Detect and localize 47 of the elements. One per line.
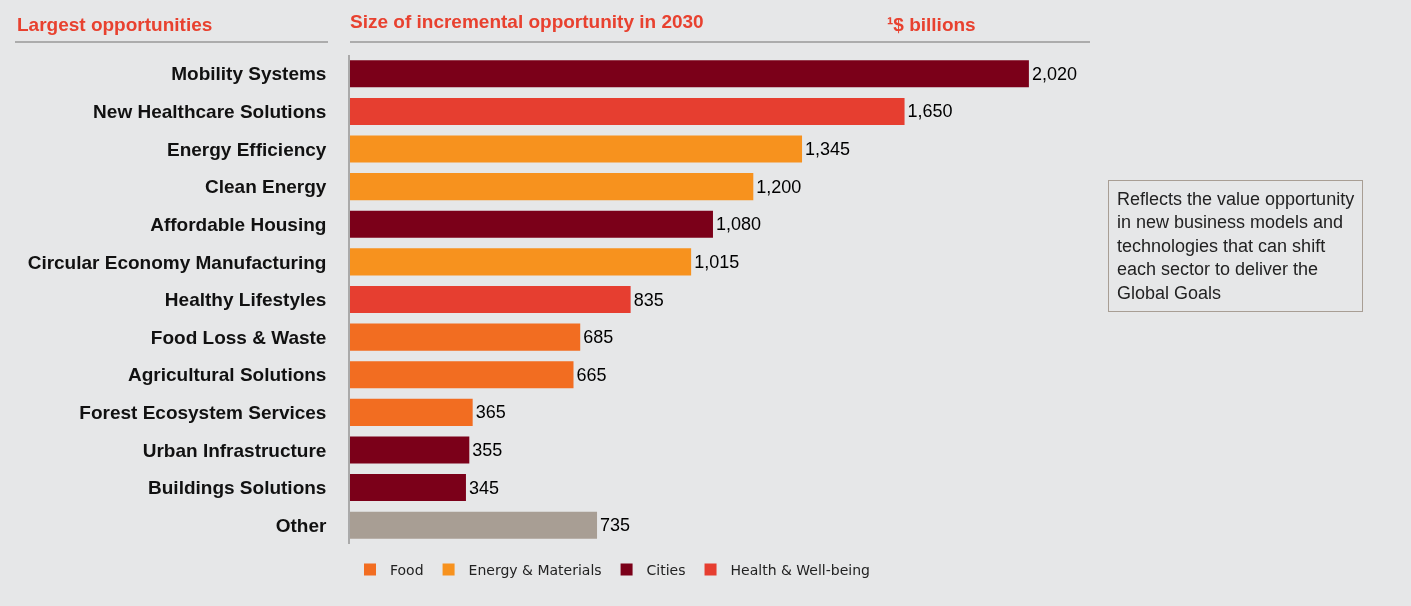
bar — [350, 97, 905, 125]
data-label: 685 — [583, 327, 614, 348]
bar — [350, 135, 803, 163]
y-tick-label: Clean Energy — [205, 176, 327, 198]
y-tick-label: Circular Economy Manufacturing — [27, 251, 327, 273]
bar — [350, 210, 713, 238]
legend-label: Food — [390, 561, 424, 578]
bar — [350, 60, 1029, 88]
data-label: 1,650 — [907, 101, 953, 122]
bar — [350, 285, 631, 314]
y-tick-label: Affordable Housing — [150, 213, 327, 235]
y-tick-label: New Healthcare Solutions — [93, 101, 327, 123]
bar — [350, 361, 574, 389]
bar — [350, 474, 466, 502]
y-tick-label: Mobility Systems — [171, 63, 327, 85]
data-label: 2,020 — [1031, 63, 1077, 84]
data-label: 365 — [475, 402, 506, 423]
y-tick-label: Food Loss & Waste — [150, 326, 327, 348]
data-label: 665 — [576, 364, 607, 385]
data-label: 835 — [633, 289, 664, 310]
y-tick-label: Urban Infrastructure — [142, 439, 327, 461]
y-tick-label: Healthy Lifestyles — [164, 289, 327, 311]
y-tick-label: Other — [275, 514, 328, 536]
legend-label: Energy & Materials — [468, 561, 602, 578]
legend-label: Health & Well-being — [730, 561, 870, 578]
y-tick-label: Buildings Solutions — [148, 477, 327, 499]
bar — [350, 248, 692, 276]
y-tick-label: Forest Ecosystem Services — [79, 402, 327, 423]
chart-title: Size of incremental opportunity in 2030 — [350, 11, 704, 33]
y-axis-title: Largest opportunities — [17, 14, 213, 35]
bar — [350, 323, 581, 351]
bar — [350, 436, 470, 464]
data-label: 1,200 — [756, 176, 802, 197]
data-label: 1,345 — [805, 139, 851, 160]
bar — [350, 173, 754, 201]
legend-label: Cities — [646, 561, 686, 578]
data-label: 1,080 — [715, 214, 762, 235]
y-tick-label: Energy Efficiency — [167, 138, 327, 160]
chart-subtitle: ¹$ billions — [887, 14, 976, 35]
data-label: 355 — [472, 439, 503, 460]
bar — [350, 398, 473, 426]
data-label: 345 — [468, 477, 499, 498]
bar — [350, 511, 598, 539]
data-label: 735 — [600, 515, 631, 536]
y-tick-label: Agricultural Solutions — [128, 364, 327, 386]
text: Reflects the value opportunity in new business models and technologies that can shift each sector to deliver the Global Goals — [1117, 189, 1355, 303]
data-label: 1,015 — [694, 251, 740, 272]
